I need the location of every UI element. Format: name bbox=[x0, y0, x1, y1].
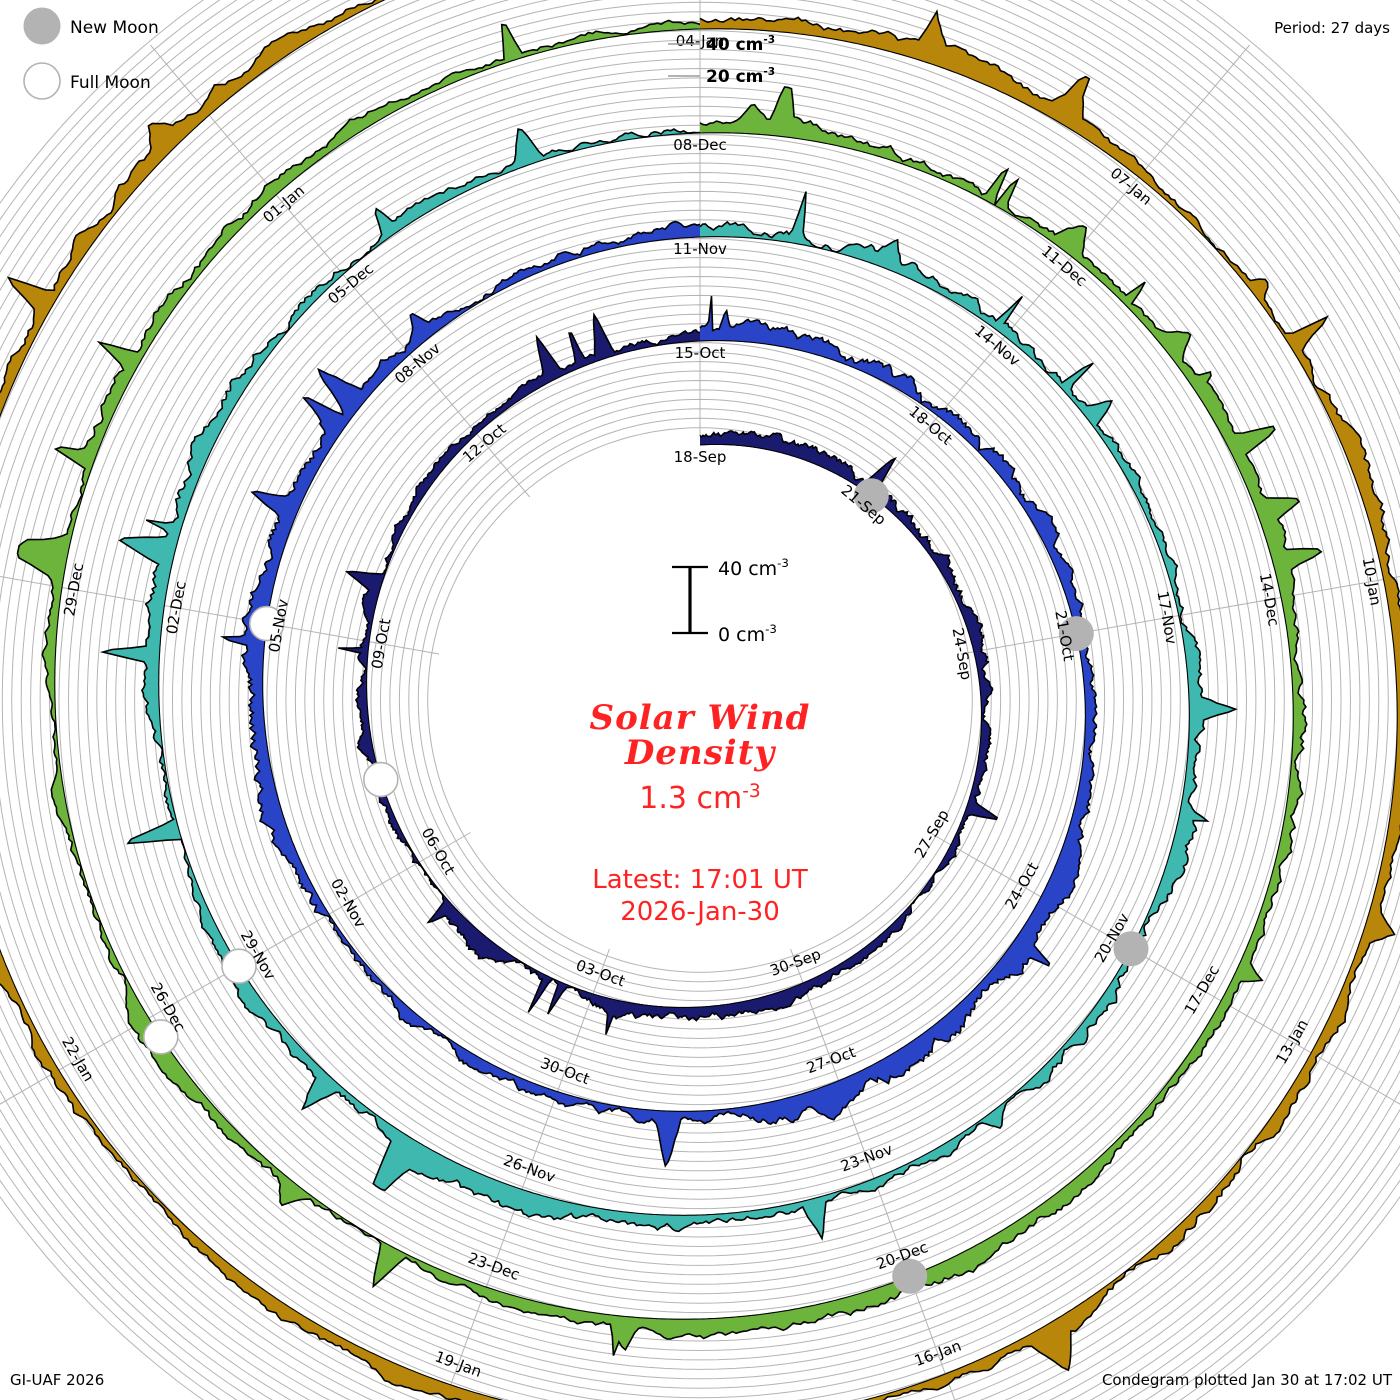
scale-bar-label-bottom: 0 cm-3 bbox=[718, 622, 777, 646]
density-trace-outline bbox=[16, 19, 1323, 1356]
latest-time-label: Latest: 17:01 UT bbox=[592, 865, 808, 895]
radial-label-20: 20 cm-3 bbox=[706, 66, 775, 87]
grid-ring bbox=[304, 304, 1096, 1096]
grid-spoke bbox=[0, 832, 471, 1105]
grid-ring bbox=[20, 20, 1380, 1380]
density-band bbox=[102, 129, 1236, 1239]
grid-ring bbox=[124, 124, 1276, 1276]
grid-ring bbox=[256, 257, 1144, 1144]
density-trace-outline bbox=[99, 128, 1238, 1241]
density-band bbox=[222, 221, 1097, 1166]
moon-legend: New Moon Full Moon bbox=[23, 7, 159, 100]
date-label: 03-Oct bbox=[574, 956, 628, 990]
radial-axis-labels: 40 cm-3 20 cm-3 bbox=[668, 34, 775, 87]
grid-ring bbox=[275, 276, 1125, 1125]
grid-ring bbox=[58, 58, 1342, 1342]
date-label: 16-Jan bbox=[912, 1337, 964, 1370]
full-moon-marker bbox=[143, 1019, 179, 1055]
credit-left: GI-UAF 2026 bbox=[10, 1371, 104, 1389]
full-moon-marker bbox=[362, 761, 399, 798]
grid-spoke bbox=[929, 832, 1400, 1105]
grid-ring bbox=[152, 153, 1248, 1248]
density-trace-outline bbox=[219, 220, 1098, 1168]
page-title-line1: Solar Wind bbox=[590, 698, 811, 738]
grid-spoke bbox=[790, 948, 956, 1400]
scale-bar-label-top: 40 cm-3 bbox=[718, 556, 789, 580]
grid-ring bbox=[408, 408, 992, 992]
density-scale-bar: 40 cm-3 0 cm-3 bbox=[672, 556, 789, 646]
grid-ring bbox=[162, 162, 1238, 1238]
grid-ring bbox=[238, 238, 1162, 1162]
date-label: 13-Jan bbox=[1272, 1016, 1312, 1067]
date-label: 08-Dec bbox=[673, 136, 727, 154]
grid-ring bbox=[48, 49, 1352, 1352]
density-baseline bbox=[262, 236, 1086, 1112]
grid-spoke bbox=[960, 576, 1400, 655]
date-label: 30-Oct bbox=[538, 1054, 592, 1088]
date-label: 27-Oct bbox=[804, 1043, 858, 1077]
latest-date-label: 2026-Jan-30 bbox=[620, 897, 780, 927]
current-density-value: 1.3 cm-3 bbox=[639, 781, 761, 816]
grid-spoke bbox=[869, 44, 1250, 498]
date-label: 18-Sep bbox=[674, 448, 727, 466]
grid-ring bbox=[134, 134, 1266, 1266]
full-moon-marker bbox=[221, 948, 257, 985]
credit-right: Condegram plotted Jan 30 at 17:02 UT bbox=[1102, 1371, 1393, 1389]
grid-ring bbox=[294, 294, 1106, 1106]
date-label: 15-Oct bbox=[675, 344, 726, 362]
new-moon-marker bbox=[1113, 931, 1149, 967]
moon-markers bbox=[143, 478, 1149, 1294]
new-moon-icon bbox=[23, 7, 61, 45]
legend-label-full-moon: Full Moon bbox=[70, 73, 151, 93]
grid-spoke bbox=[444, 948, 610, 1400]
grid-ring bbox=[360, 361, 1040, 1040]
date-label: 04-Jan bbox=[676, 32, 724, 50]
new-moon-marker bbox=[1058, 616, 1094, 652]
new-moon-marker bbox=[892, 1258, 928, 1294]
period-label: Period: 27 days bbox=[1274, 19, 1390, 37]
density-baseline bbox=[54, 28, 1294, 1320]
page-title-line2: Density bbox=[624, 733, 777, 773]
grid-ring bbox=[370, 370, 1030, 1030]
grid-ring bbox=[342, 342, 1058, 1058]
full-moon-marker bbox=[248, 605, 285, 642]
grid-ring bbox=[228, 228, 1172, 1172]
legend-label-new-moon: New Moon bbox=[70, 18, 159, 38]
grid-ring bbox=[379, 380, 1021, 1021]
grid-ring bbox=[200, 200, 1200, 1200]
grid-ring bbox=[96, 96, 1304, 1304]
grid-ring bbox=[171, 172, 1229, 1229]
date-label: 11-Nov bbox=[673, 240, 727, 258]
density-trace-outline bbox=[338, 312, 999, 1035]
grid-ring bbox=[398, 398, 1002, 1002]
radial-label-40: 40 cm-3 bbox=[706, 34, 775, 55]
grid-ring bbox=[86, 86, 1314, 1314]
density-baseline bbox=[158, 132, 1190, 1216]
date-label: 19-Jan bbox=[432, 1347, 484, 1380]
grid-ring bbox=[209, 209, 1191, 1191]
grid-ring bbox=[266, 266, 1134, 1134]
grid-ring bbox=[190, 190, 1210, 1210]
center-title-block: Solar Wind Density 1.3 cm-3 Latest: 17:0… bbox=[590, 698, 811, 927]
full-moon-icon bbox=[23, 62, 61, 100]
new-moon-marker bbox=[853, 478, 889, 514]
grid-ring bbox=[332, 332, 1068, 1068]
density-baseline bbox=[366, 340, 983, 1008]
